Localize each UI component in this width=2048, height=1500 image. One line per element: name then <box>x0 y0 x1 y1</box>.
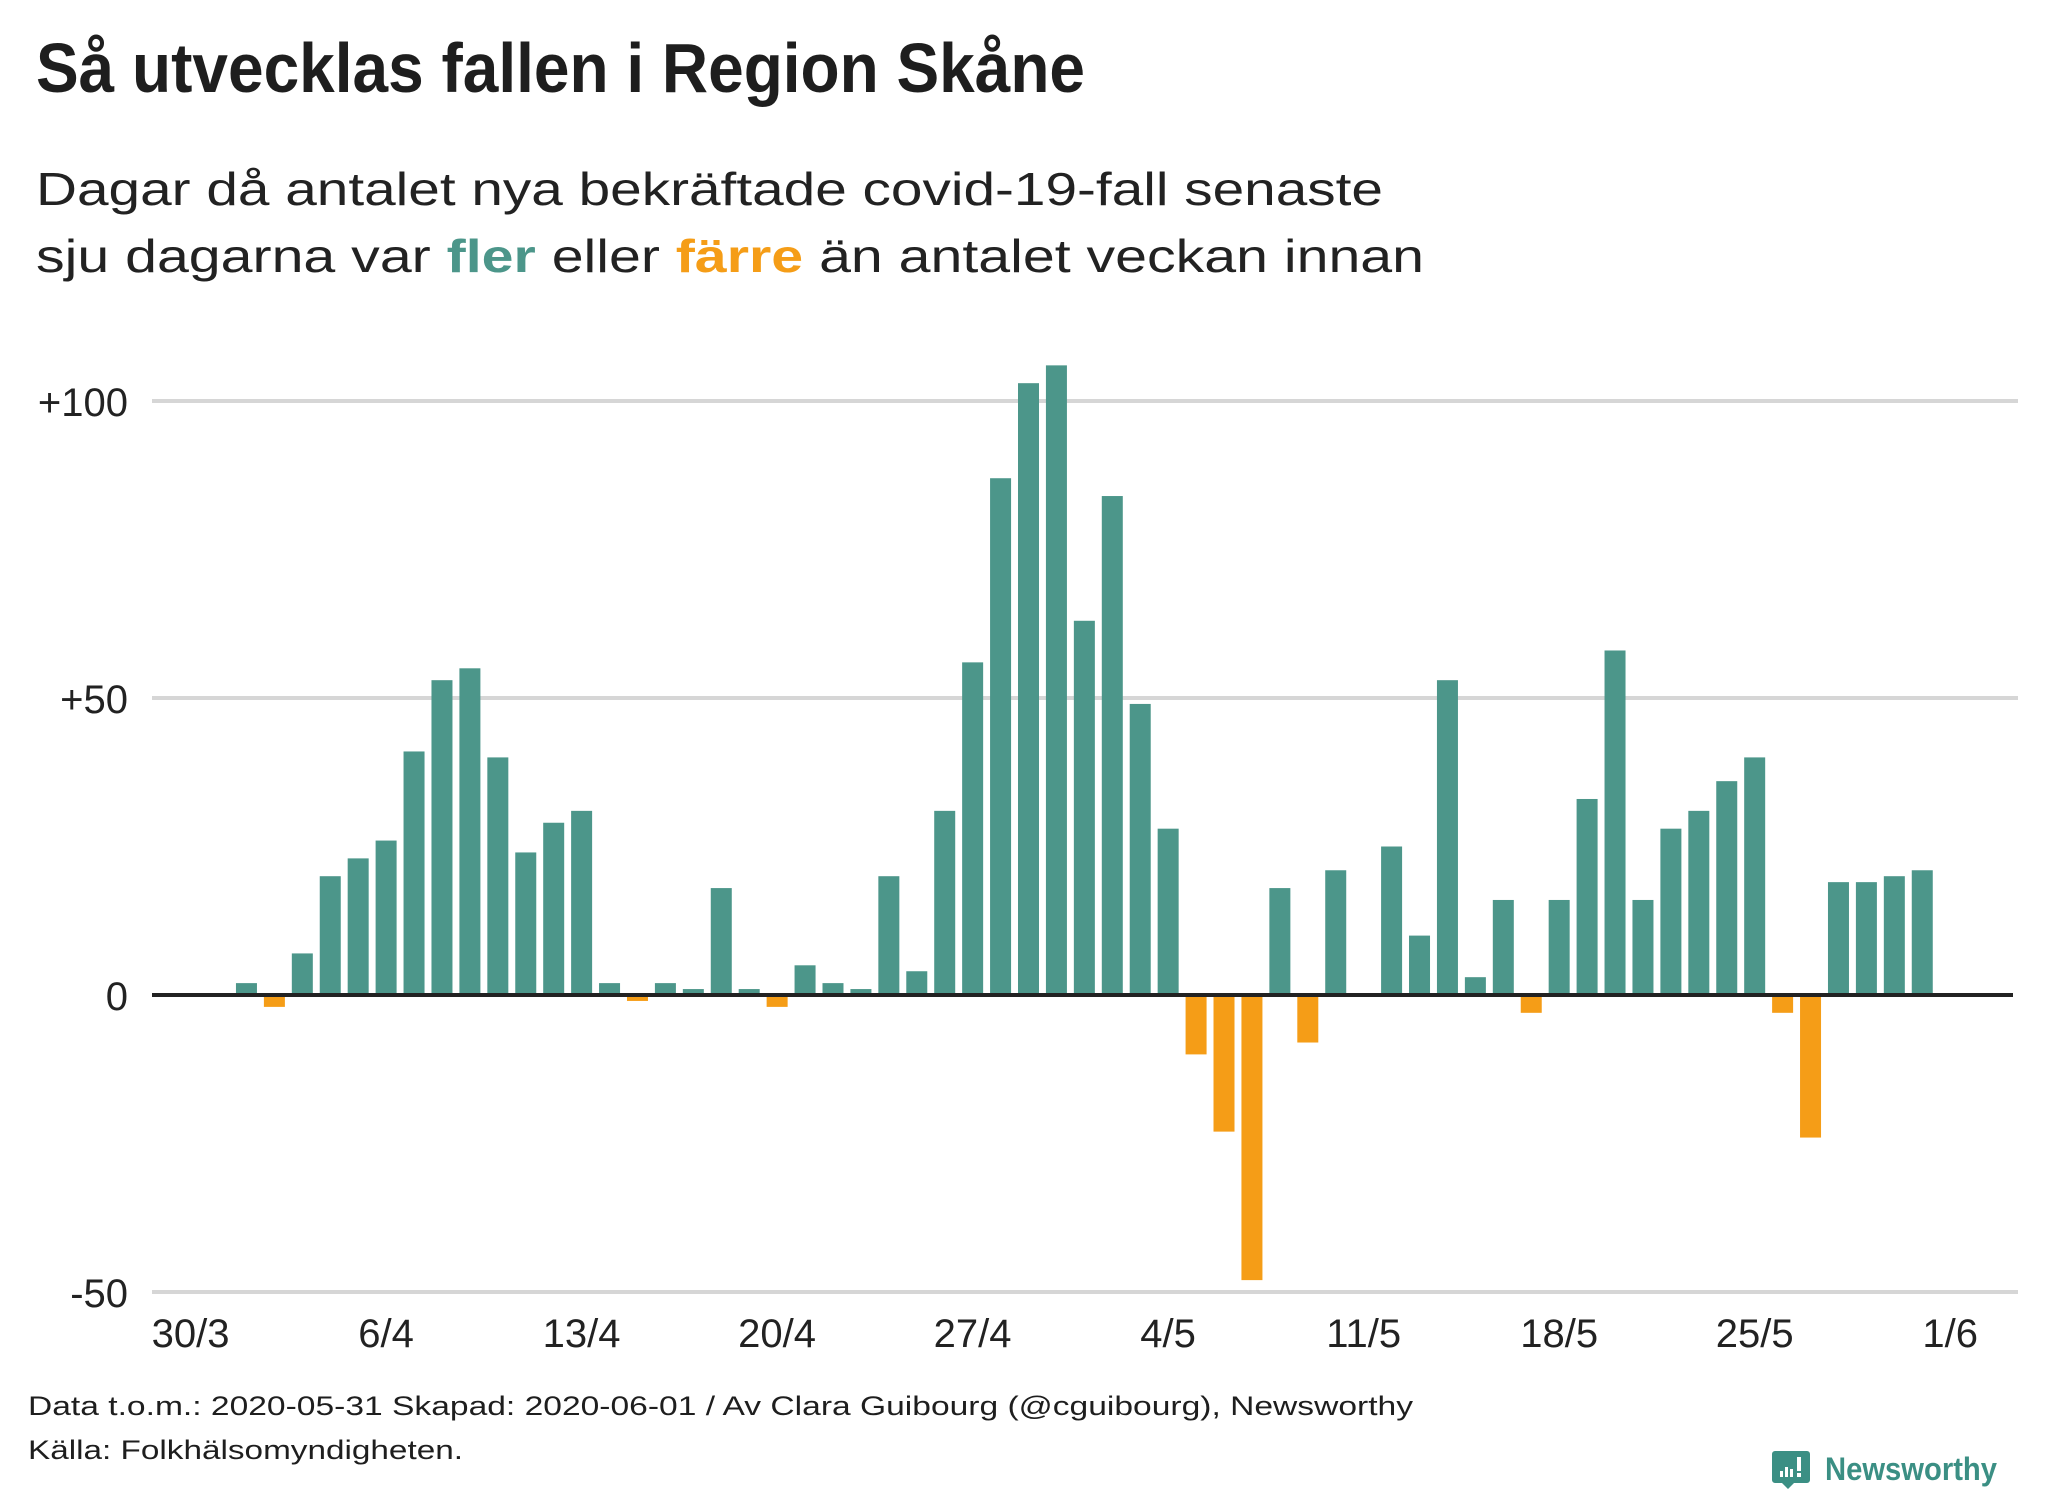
bar-more <box>1688 810 1710 995</box>
chart-subtitle-line2: sju dagarna var fler eller färre än anta… <box>36 230 1424 282</box>
bar-fewer <box>1213 995 1235 1132</box>
bar-more <box>459 668 481 995</box>
bar-more <box>431 680 453 995</box>
bar-more <box>1604 650 1626 995</box>
y-tick-label: +50 <box>60 678 128 722</box>
bar-more <box>1018 383 1039 995</box>
brand-logo: Newsworthy <box>1772 1451 1997 1489</box>
footer-source: Källa: Folkhälsomyndigheten. <box>28 1435 463 1465</box>
y-tick-label: 0 <box>106 975 128 1019</box>
bar-more <box>1744 757 1766 995</box>
bar-more <box>1101 496 1123 995</box>
bar-more <box>319 876 341 995</box>
bar-more <box>1716 781 1738 995</box>
chart-subtitle-line1: Dagar då antalet nya bekräftade covid-19… <box>36 163 1383 215</box>
subtitle-text-1: sju dagarna var <box>36 230 447 282</box>
bar-more <box>1381 846 1403 995</box>
legend-more-label: fler <box>447 230 536 282</box>
bar-more <box>1269 888 1291 995</box>
bar-fewer <box>1297 995 1319 1043</box>
bar-more <box>1660 828 1682 995</box>
brand-name: Newsworthy <box>1825 1451 1997 1487</box>
x-tick-label: 25/5 <box>1716 1312 1794 1356</box>
bar-more <box>822 983 844 995</box>
bar-more <box>403 751 425 995</box>
bar-more <box>1409 935 1431 995</box>
bar-more <box>235 983 257 995</box>
bar-more <box>710 888 732 995</box>
footer-credits: Data t.o.m.: 2020-05-31 Skapad: 2020-06-… <box>28 1391 1414 1421</box>
bar-more <box>375 840 397 995</box>
bar-more <box>990 478 1012 996</box>
x-tick-label: 11/5 <box>1326 1312 1401 1356</box>
x-tick-label: 27/4 <box>934 1312 1012 1356</box>
bar-fewer <box>263 995 285 1007</box>
bar-more <box>1045 365 1067 995</box>
bar-fewer <box>626 995 648 1001</box>
y-tick-label: +100 <box>38 381 128 425</box>
x-tick-label: 1/6 <box>1922 1312 1978 1356</box>
bar-more <box>1157 828 1179 995</box>
x-axis-ticks: 30/3 6/4 13/4 20/4 27/4 4/5 11/5 18/5 25/5 1/6 <box>152 1312 1978 1356</box>
bar-more <box>1576 798 1598 995</box>
bar-more <box>1855 882 1877 995</box>
y-tick-label: -50 <box>70 1272 128 1316</box>
legend-fewer-label: färre <box>676 230 803 282</box>
bar-fewer <box>766 995 788 1007</box>
bar-fewer <box>1241 995 1263 1281</box>
subtitle-text-2: eller <box>536 230 676 282</box>
bar-more <box>850 989 872 995</box>
bars <box>235 365 1933 1281</box>
bar-more <box>1436 680 1458 995</box>
bar-more <box>1911 870 1933 995</box>
bar-fewer <box>1185 995 1207 1055</box>
bar-fewer <box>1772 995 1794 1013</box>
bar-fewer <box>1800 995 1822 1138</box>
bar-more <box>1827 882 1849 995</box>
chart-title: Så utvecklas fallen i Region Skåne <box>36 29 1085 107</box>
bar-more <box>878 876 900 995</box>
bar-more <box>1464 977 1486 995</box>
x-tick-label: 6/4 <box>358 1312 414 1356</box>
x-tick-label: 4/5 <box>1140 1312 1196 1356</box>
bar-fewer <box>1520 995 1542 1013</box>
x-tick-label: 18/5 <box>1520 1312 1598 1356</box>
bar-more <box>515 852 537 995</box>
newsworthy-logo-icon <box>1772 1451 1810 1489</box>
bar-more <box>1325 870 1347 995</box>
x-tick-label: 30/3 <box>152 1312 230 1356</box>
bar-more <box>962 662 984 995</box>
bar-more <box>291 953 313 995</box>
y-axis-ticks: +100 +50 0 -50 <box>38 381 128 1316</box>
bar-more <box>347 858 369 995</box>
subtitle-text-3: än antalet veckan innan <box>803 230 1424 282</box>
bar-more <box>1883 876 1905 995</box>
bar-more <box>599 983 621 995</box>
bar-more <box>487 757 509 995</box>
bar-more <box>738 989 760 995</box>
bar-more <box>934 810 956 995</box>
bar-more <box>1492 899 1514 995</box>
x-tick-label: 20/4 <box>738 1312 816 1356</box>
bar-more <box>1632 899 1654 995</box>
x-tick-label: 13/4 <box>543 1312 621 1356</box>
bar-more <box>1548 899 1570 995</box>
bar-more <box>654 983 676 995</box>
bar-more <box>682 989 704 995</box>
bar-more <box>571 810 593 995</box>
bar-more <box>906 971 928 995</box>
bar-more <box>794 965 816 995</box>
bar-more <box>1129 703 1151 995</box>
bar-more <box>1073 620 1095 995</box>
bar-more <box>543 822 565 995</box>
